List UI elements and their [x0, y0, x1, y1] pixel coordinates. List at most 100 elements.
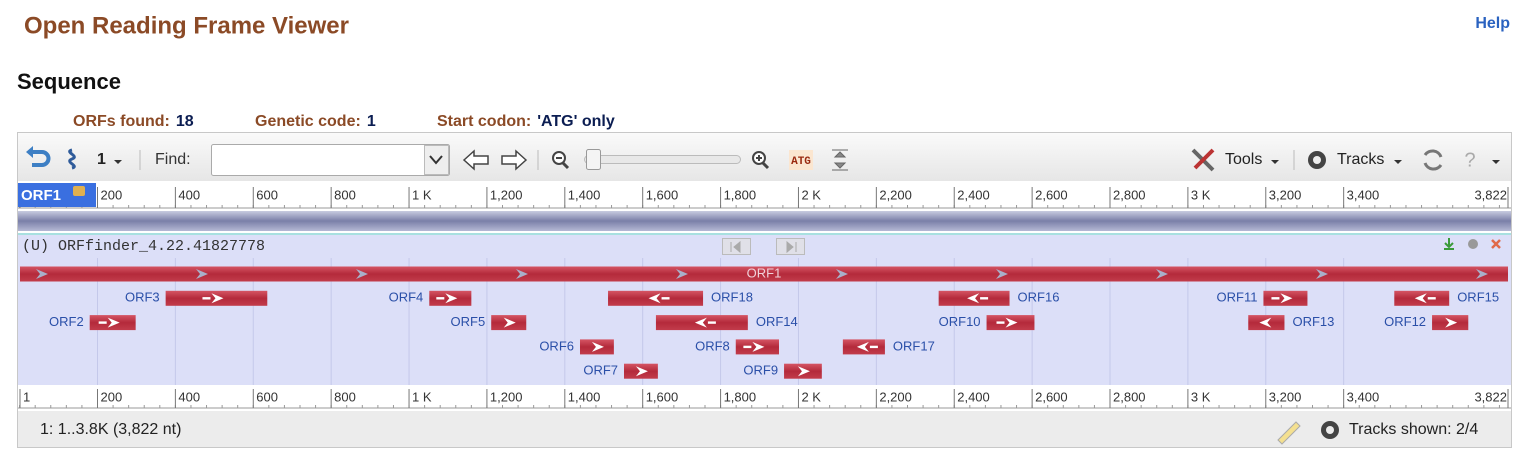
orf-arrow [1280, 293, 1293, 304]
atg-button[interactable] [789, 150, 813, 170]
zoom-out-button[interactable] [552, 151, 570, 170]
ruler-label: 400 [178, 389, 200, 404]
orf-arrow-shaft [996, 321, 1005, 324]
edit-icon[interactable] [1277, 421, 1301, 445]
zoom-handle[interactable] [586, 149, 601, 170]
zoom-slider[interactable] [584, 155, 741, 164]
status-bar [18, 411, 1511, 447]
ruler-label: 2,600 [1035, 187, 1068, 202]
orf-feature[interactable]: ORF8 [695, 338, 779, 355]
orf-arrow [356, 269, 368, 279]
orf-label: ORF7 [583, 363, 618, 378]
sequence-icon[interactable] [68, 148, 76, 170]
orf-arrow [211, 293, 224, 304]
orf-feature[interactable]: ORF2 [49, 314, 136, 331]
orf-label: ORF2 [49, 314, 84, 329]
tracks-shown[interactable]: Tracks shown: 2/4 [1349, 421, 1478, 438]
ruler-label: 200 [100, 187, 122, 202]
dropdown-caret[interactable] [1492, 160, 1500, 164]
orf-feature[interactable]: ORF15 [1394, 290, 1499, 306]
find-dropdown[interactable] [424, 145, 449, 175]
fit-button[interactable] [832, 149, 848, 171]
orf-label: ORF14 [756, 314, 798, 329]
orf-feature[interactable]: ORF7 [583, 363, 658, 379]
orf-arrow-shaft [436, 297, 445, 300]
selected-feature: ORF1 [21, 187, 61, 204]
ruler-label: 800 [334, 187, 356, 202]
orf-arrow-shaft [743, 345, 752, 349]
ruler-label: 1 [23, 389, 30, 404]
undo-button[interactable] [26, 146, 51, 167]
orf-feature[interactable]: ORF3 [125, 290, 268, 306]
ruler-label: 3,400 [1347, 187, 1380, 202]
tracks-menu[interactable]: Tracks [1337, 151, 1384, 168]
refresh-button[interactable] [1423, 149, 1443, 171]
orf-feature[interactable]: ORF13 [1248, 314, 1334, 331]
orf-arrow [516, 269, 528, 279]
find-input[interactable] [211, 144, 450, 176]
dropdown-caret[interactable] [1271, 160, 1279, 164]
tools-menu[interactable]: Tools [1225, 151, 1262, 168]
orf-arrow [591, 341, 604, 352]
dropdown-caret[interactable] [114, 160, 122, 164]
summary-value: 'ATG' only [537, 113, 615, 130]
orf-arrow-shaft [98, 321, 107, 324]
tracks-icon[interactable] [1308, 151, 1326, 169]
orf-arrow-shaft [202, 297, 211, 300]
orf-label: ORF1 [747, 265, 782, 280]
zoom-in-button[interactable] [752, 151, 770, 170]
orf-feature[interactable]: ORF6 [539, 338, 614, 355]
orf-arrow [996, 269, 1008, 279]
orf-arrow [1156, 269, 1168, 279]
dropdown-caret[interactable] [1394, 160, 1402, 164]
ruler-label: 1,800 [724, 187, 757, 202]
ruler-label: 2,800 [1113, 389, 1146, 404]
orf-feature[interactable]: ORF14 [655, 314, 798, 331]
tracks-shown-icon[interactable] [1321, 421, 1339, 439]
orf-feature[interactable]: ORF18 [608, 290, 753, 306]
track-nav-icons [730, 240, 797, 254]
orf-arrow-shaft [980, 297, 989, 300]
sequence-bar [18, 211, 1511, 231]
orf-label: ORF6 [539, 338, 574, 353]
orf-feature[interactable]: ORF10 [939, 314, 1035, 331]
prev-button[interactable] [462, 149, 489, 171]
ruler-label: 2,400 [957, 389, 990, 404]
orf-feature[interactable]: ORF16 [938, 290, 1060, 306]
tools-icon[interactable] [1191, 148, 1215, 172]
orf-feature[interactable]: ORF11 [1217, 290, 1308, 306]
track-settings[interactable] [1468, 239, 1478, 249]
orf-arrow [503, 317, 516, 328]
orf-label: ORF18 [711, 290, 753, 305]
orf-arrow-shaft [661, 297, 670, 300]
orf-track [18, 233, 1511, 385]
ruler-label: 1,400 [568, 187, 601, 202]
track-download[interactable] [1444, 238, 1454, 250]
orf-feature[interactable]: ORF4 [389, 290, 472, 306]
help-button[interactable]: ? [1464, 149, 1475, 171]
ruler-label: 3,200 [1269, 187, 1302, 202]
ruler-label: 3,822 [1474, 389, 1507, 404]
track-close[interactable] [1491, 239, 1501, 249]
orf-arrow [107, 317, 120, 328]
orf-feature[interactable]: ORF9 [743, 363, 822, 379]
help-link[interactable]: Help [1475, 15, 1510, 32]
next-button[interactable] [501, 149, 528, 171]
sequence-number[interactable]: 1 [97, 151, 106, 168]
orf-feature[interactable]: ORF5 [451, 314, 527, 331]
orf-arrow [445, 293, 458, 304]
orf-feature[interactable]: ORF17 [842, 338, 935, 355]
orf-feature[interactable]: ORF1 [20, 265, 1508, 282]
ruler-label: 1,600 [646, 389, 679, 404]
ruler-label: 2,200 [879, 187, 912, 202]
orf-feature[interactable]: ORF12 [1384, 314, 1469, 331]
ruler-label: 3,200 [1269, 389, 1302, 404]
ruler-label: 2 K [801, 389, 821, 404]
orf-label: ORF10 [939, 314, 981, 329]
orf-arrow [648, 293, 661, 304]
atg-icon: ATG [791, 156, 811, 168]
summary-label: ORFs found: [73, 113, 170, 130]
orf-label: ORF13 [1292, 314, 1334, 329]
